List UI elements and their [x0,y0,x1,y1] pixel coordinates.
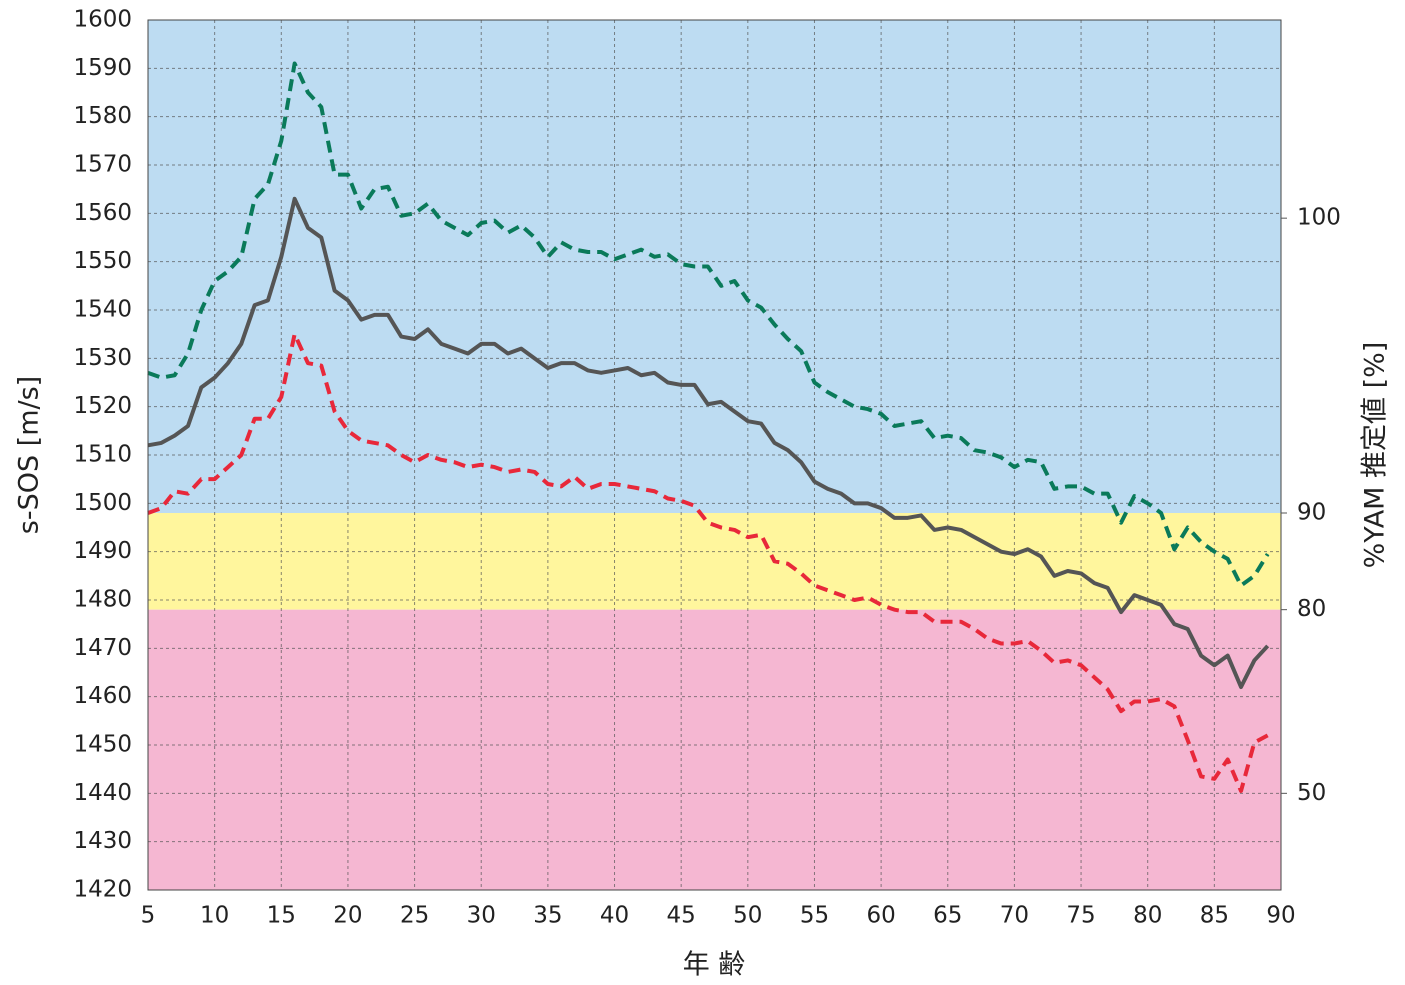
y-tick-label: 1580 [73,103,132,129]
x-tick-label: 60 [866,903,895,929]
y-tick-label: 1570 [73,152,132,178]
x-tick-label: 30 [467,903,496,929]
x-axis-label: 年 齢 [683,950,746,981]
x-tick-label: 90 [1266,903,1295,929]
y-tick-label: 1470 [73,635,132,661]
y-tick-label: 1540 [73,297,132,323]
y-tick-label: 1560 [73,200,132,226]
y2-tick-label: 100 [1297,205,1341,231]
y2-axis-label: %YAM 推定値 [%] [1360,342,1391,569]
y-axis-label: s-SOS [m/s] [14,376,45,534]
y-tick-label: 1590 [73,55,132,81]
plot-frame [147,19,1282,891]
x-tick-label: 55 [800,903,829,929]
y-tick-label: 1460 [73,683,132,709]
y2-tick-label: 90 [1297,500,1326,526]
x-tick-label: 25 [400,903,429,929]
band [148,20,1281,513]
labels: 1420143014401450146014701480149015001510… [73,7,1340,929]
y-tick-label: 1510 [73,442,132,468]
y-tick-label: 1600 [73,7,132,33]
series-line [147,196,1270,689]
x-tick-label: 45 [667,903,696,929]
y-tick-label: 1430 [73,828,132,854]
x-tick-label: 85 [1200,903,1229,929]
x-tick-label: 65 [933,903,962,929]
y-tick-label: 1520 [73,393,132,419]
x-tick-label: 40 [600,903,629,929]
x-tick-label: 15 [267,903,296,929]
x-tick-label: 75 [1066,903,1095,929]
y-tick-label: 1550 [73,248,132,274]
y-tick-label: 1530 [73,345,132,371]
y-tick-label: 1490 [73,538,132,564]
y-tick-label: 1450 [73,732,132,758]
y-tick-label: 1500 [73,490,132,516]
series-line [147,332,1269,793]
y-tick-label: 1420 [73,877,132,903]
x-tick-label: 80 [1133,903,1162,929]
x-tick-label: 20 [333,903,362,929]
grid [147,19,1282,891]
series-line [147,61,1270,588]
y2-tick-label: 80 [1297,596,1326,622]
y2-tick-label: 50 [1297,780,1326,806]
x-tick-label: 5 [141,903,156,929]
x-tick-label: 35 [533,903,562,929]
band [148,513,1281,610]
bands [148,20,1281,890]
y-tick-label: 1480 [73,587,132,613]
x-tick-label: 70 [1000,903,1029,929]
y-tick-label: 1440 [73,780,132,806]
lines [147,19,1282,891]
x-tick-label: 50 [733,903,762,929]
band [148,609,1281,890]
x-tick-label: 10 [200,903,229,929]
